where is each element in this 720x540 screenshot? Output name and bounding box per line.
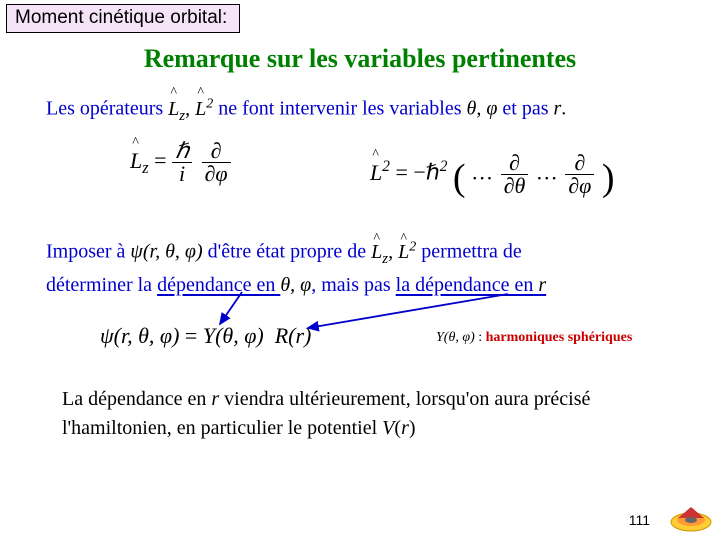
r-dependence-sentence: La dépendance en r viendra ultérieuremen… (62, 385, 590, 443)
spherical-harmonics-note: Y(θ, φ) : harmoniques sphériques (436, 330, 632, 346)
lz-formula: Lz = ℏi ∂∂φ (130, 140, 231, 185)
logo-icon (668, 504, 714, 534)
header-tab: Moment cinétique orbital: (6, 4, 240, 33)
slide-title: Remarque sur les variables pertinentes (0, 44, 720, 74)
l2-formula: L2 = −ℏ2 ( … ∂∂θ … ∂∂φ ) (370, 152, 614, 197)
page-number: 111 (629, 512, 650, 528)
operators-sentence: Les opérateurs Lz, L2 ne font intervenir… (46, 96, 566, 125)
slide: Moment cinétique orbital: Remarque sur l… (0, 0, 720, 540)
eigenstate-sentence: Imposer à ψ(r, θ, φ) d'être état propre … (46, 236, 546, 300)
separation-formula: ψ(r, θ, φ) = Y(θ, φ) R(r) (100, 323, 311, 349)
